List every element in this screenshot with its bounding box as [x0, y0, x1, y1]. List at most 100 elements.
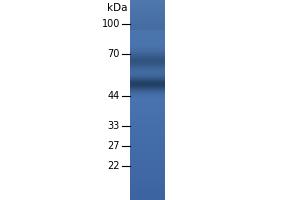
Bar [130, 72, 165, 73]
Bar [130, 95, 165, 96]
Bar [130, 45, 165, 46]
Bar [130, 101, 165, 102]
Bar [130, 17, 165, 18]
Bar [130, 81, 165, 82]
Bar [130, 79, 165, 80]
Bar [130, 29, 165, 30]
Bar [130, 196, 165, 197]
Bar [130, 91, 165, 92]
Bar [130, 123, 165, 124]
Bar [130, 83, 165, 84]
Bar [130, 87, 165, 88]
Bar [130, 63, 165, 64]
Bar [130, 179, 165, 180]
Bar [130, 89, 165, 90]
Bar [130, 57, 165, 58]
Bar [130, 53, 165, 54]
Bar [130, 28, 165, 29]
Bar [130, 7, 165, 8]
Bar [130, 68, 165, 69]
Bar [130, 67, 165, 68]
Bar [130, 76, 165, 77]
Bar [130, 80, 165, 81]
Bar [130, 99, 165, 100]
Bar [130, 47, 165, 48]
Bar [130, 108, 165, 109]
Bar [130, 190, 165, 191]
Bar [130, 155, 165, 156]
Bar [130, 25, 165, 26]
Bar [130, 113, 165, 114]
Bar [130, 42, 165, 43]
Bar [130, 189, 165, 190]
Bar [130, 63, 165, 64]
Bar [130, 142, 165, 143]
Bar [130, 75, 165, 76]
Bar [130, 60, 165, 61]
Bar [130, 77, 165, 78]
Bar [130, 90, 165, 91]
Bar [130, 157, 165, 158]
Bar [130, 169, 165, 170]
Bar [130, 65, 165, 66]
Bar [130, 43, 165, 45]
Bar [130, 79, 165, 80]
Bar [130, 165, 165, 166]
Bar [130, 90, 165, 91]
Bar [130, 71, 165, 72]
Bar [130, 193, 165, 194]
Bar [130, 23, 165, 24]
Bar [130, 146, 165, 147]
Bar [130, 187, 165, 188]
Bar [130, 54, 165, 55]
Bar [130, 141, 165, 142]
Bar [130, 75, 165, 76]
Bar [130, 87, 165, 88]
Bar [130, 161, 165, 162]
Bar [130, 15, 165, 17]
Bar [130, 185, 165, 186]
Bar [130, 74, 165, 75]
Bar [130, 175, 165, 176]
Bar [130, 64, 165, 65]
Bar [130, 49, 165, 50]
Bar [130, 73, 165, 74]
Bar [130, 119, 165, 120]
Bar [130, 52, 165, 53]
Bar [130, 47, 165, 48]
Bar [130, 147, 165, 148]
Bar [130, 55, 165, 56]
Bar [130, 10, 165, 11]
Bar [130, 78, 165, 79]
Bar [130, 32, 165, 33]
Bar [130, 51, 165, 52]
Bar [130, 99, 165, 100]
Bar [130, 39, 165, 40]
Bar [130, 47, 165, 48]
Bar [130, 55, 165, 56]
Bar [130, 81, 165, 82]
Bar [130, 2, 165, 3]
Bar [130, 149, 165, 150]
Bar [130, 103, 165, 104]
Bar [130, 91, 165, 92]
Bar [130, 187, 165, 188]
Bar [130, 85, 165, 86]
Bar [130, 59, 165, 60]
Bar [130, 94, 165, 95]
Bar [130, 73, 165, 74]
Bar [130, 93, 165, 95]
Bar [130, 33, 165, 34]
Bar [130, 59, 165, 60]
Bar [130, 136, 165, 137]
Bar [130, 52, 165, 53]
Bar [130, 177, 165, 178]
Bar [130, 88, 165, 89]
Bar [130, 61, 165, 62]
Bar [130, 171, 165, 172]
Bar [130, 55, 165, 56]
Bar [130, 92, 165, 93]
Bar [130, 125, 165, 127]
Bar [130, 48, 165, 49]
Bar [130, 75, 165, 76]
